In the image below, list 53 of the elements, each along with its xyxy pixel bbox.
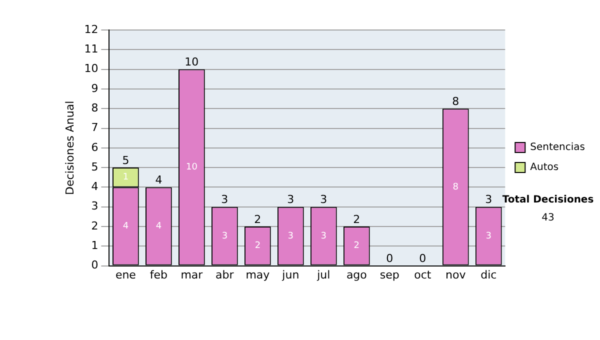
data-label: 2 [254, 241, 261, 252]
data-label: 8 [452, 182, 459, 192]
data-label: 3 [222, 231, 228, 242]
x-tick-label: abr [216, 268, 234, 282]
y-tick-label: 10 [84, 62, 98, 76]
data-label: 2 [354, 241, 360, 252]
y-tick-label: 9 [91, 82, 98, 95]
total-label: 3 [485, 193, 492, 206]
y-tick-label: 2 [91, 219, 98, 232]
total-label: 8 [452, 94, 460, 108]
x-tick-label: dic [480, 268, 497, 282]
y-tick-label: 1 [91, 239, 98, 252]
y-tick-label: 7 [91, 121, 98, 134]
y-tick-label: 5 [91, 160, 98, 174]
total-label: 3 [221, 193, 228, 206]
total-label: 10 [184, 56, 199, 69]
y-tick-label: 8 [91, 101, 98, 114]
total-label: 2 [254, 212, 262, 226]
legend-label: Autos [530, 162, 559, 174]
y-tick-label: 12 [84, 22, 98, 36]
total-label: 3 [320, 193, 328, 206]
y-axis-title: Decisiones Anual [63, 100, 76, 195]
x-tick-label: oct [414, 268, 432, 282]
data-label: 10 [186, 162, 198, 173]
legend-label: Sentencias [530, 142, 586, 154]
x-tick-label: jul [316, 268, 330, 282]
x-tick-label: may [246, 268, 270, 282]
data-label: 3 [288, 231, 294, 242]
text: 43 [542, 212, 554, 224]
x-tick-label: mar [180, 268, 204, 282]
total-label: 0 [386, 252, 394, 266]
data-label: 4 [122, 222, 129, 232]
total-label: 4 [155, 174, 162, 187]
y-tick-label: 0 [91, 258, 98, 272]
x-tick-label: ene [115, 268, 136, 282]
data-label: 3 [486, 231, 492, 242]
total-label: 0 [419, 252, 426, 266]
data-label: 3 [320, 231, 327, 242]
y-tick-label: 11 [84, 42, 98, 56]
x-tick-label: sep [380, 268, 400, 282]
annotation: Total Decisiones [502, 194, 594, 206]
y-tick-label: 4 [91, 180, 98, 194]
data-label: 4 [156, 222, 162, 232]
total-label: 2 [353, 212, 360, 226]
data-label: 1 [122, 172, 129, 183]
x-tick-label: feb [150, 268, 168, 282]
y-tick-label: 6 [91, 140, 98, 154]
y-tick-label: 3 [91, 200, 98, 213]
x-tick-label: nov [446, 268, 466, 282]
x-tick-label: jun [281, 268, 300, 282]
total-label: 3 [287, 193, 294, 206]
x-tick-label: ago [346, 268, 368, 282]
total-label: 5 [122, 154, 130, 167]
